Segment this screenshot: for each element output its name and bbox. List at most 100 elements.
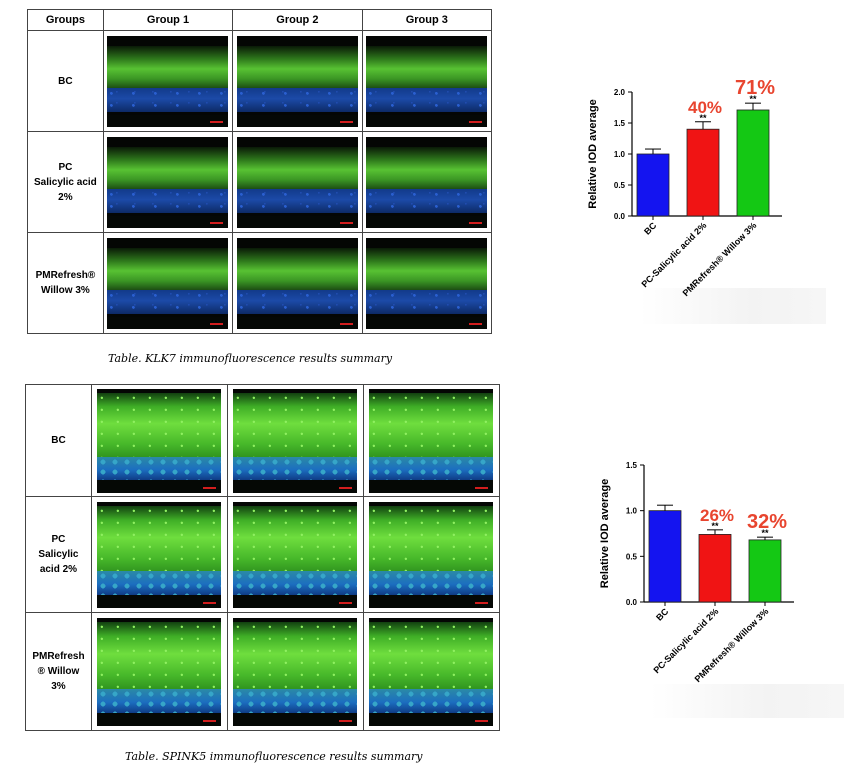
micrograph-cell — [361, 232, 493, 334]
row-label-pc: PC Salicylic acid 2% — [27, 131, 104, 233]
micrograph-image — [236, 136, 358, 228]
y-axis-label: Relative IOD average — [587, 99, 599, 208]
micrograph-image — [369, 617, 494, 726]
scale-bar — [339, 221, 353, 224]
chart-background-fade — [650, 684, 844, 718]
bar — [636, 153, 670, 217]
table-row: BC — [25, 384, 501, 497]
micrograph-image — [97, 501, 222, 608]
row-label-line: BC — [51, 435, 66, 446]
micrograph-cell — [232, 30, 363, 132]
micrograph-image — [107, 237, 229, 329]
row-label-line: Salicylic — [38, 549, 79, 560]
y-tick-label: 0.5 — [614, 181, 626, 190]
scale-bar — [475, 719, 489, 722]
row-label-line: PMRefresh® — [35, 270, 96, 281]
micrograph-image — [369, 501, 494, 608]
micrograph-cell — [226, 612, 364, 731]
y-axis-label: Relative IOD average — [599, 479, 611, 588]
percent-annotation: 26% — [700, 506, 734, 525]
row-label-bc: BC — [25, 384, 92, 497]
header-group-1: Group 1 — [102, 9, 234, 31]
bar — [648, 510, 682, 603]
micrograph-cell — [361, 131, 493, 233]
table-row: PMRefresh ® Willow 3% — [25, 612, 501, 731]
header-groups: Groups — [27, 9, 104, 31]
bar — [698, 534, 732, 603]
micrograph-image — [107, 35, 229, 127]
y-tick-label: 1.5 — [614, 119, 626, 128]
row-label-line: 3% — [51, 681, 66, 692]
micrograph-image — [233, 617, 358, 726]
bar — [736, 109, 770, 217]
klk7-caption: Table. KLK7 immunofluorescence results s… — [108, 352, 393, 365]
y-tick-label: 1.0 — [626, 507, 638, 516]
spink5-caption: Table. SPINK5 immunofluorescence results… — [125, 750, 423, 763]
row-label-line: PC — [51, 534, 66, 545]
chart-background-fade — [640, 288, 826, 324]
y-tick-label: 2.0 — [614, 88, 626, 97]
row-label-pmrefresh: PMRefresh ® Willow 3% — [25, 612, 92, 731]
micrograph-cell — [362, 384, 501, 497]
table-row: BC — [27, 30, 493, 132]
row-label-line: Salicylic acid 2% — [33, 176, 97, 203]
significance-label: ** — [711, 521, 719, 531]
scale-bar — [475, 601, 489, 604]
micrograph-image — [366, 237, 488, 329]
micrograph-cell — [102, 232, 234, 334]
scale-bar — [339, 601, 353, 604]
header-group-3: Group 3 — [361, 9, 493, 31]
row-label-bc: BC — [27, 30, 104, 132]
micrograph-image — [369, 388, 494, 493]
micrograph-image — [97, 617, 222, 726]
micrograph-cell — [232, 232, 363, 334]
scale-bar — [203, 601, 217, 604]
micrograph-cell — [226, 384, 364, 497]
klk7-table: Groups Group 1 Group 2 Group 3 BC PC Sal… — [27, 9, 493, 334]
bar — [748, 539, 782, 603]
scale-bar — [339, 719, 353, 722]
x-tick-label: BC — [642, 220, 659, 237]
spink5-table: BC PC Salicylic acid 2% PMRefresh ® Will… — [25, 384, 501, 731]
scale-bar — [469, 322, 483, 325]
scale-bar — [203, 719, 217, 722]
micrograph-image — [366, 136, 488, 228]
micrograph-cell — [361, 30, 493, 132]
micrograph-cell — [102, 30, 234, 132]
row-label-line: PC — [58, 161, 73, 173]
scale-bar — [339, 322, 353, 325]
scale-bar — [210, 221, 224, 224]
y-tick-label: 1.5 — [626, 461, 638, 470]
y-tick-label: 0.0 — [626, 598, 638, 607]
y-tick-label: 1.0 — [614, 150, 626, 159]
micrograph-cell — [90, 496, 228, 613]
table-row: PMRefresh® Willow 3% — [27, 232, 493, 334]
scale-bar — [469, 221, 483, 224]
significance-label: ** — [699, 113, 707, 123]
klk7-header-row: Groups Group 1 Group 2 Group 3 — [27, 9, 493, 31]
micrograph-cell — [90, 384, 228, 497]
micrograph-image — [107, 136, 229, 228]
bar — [686, 128, 720, 217]
percent-annotation: 71% — [735, 77, 775, 99]
scale-bar — [475, 486, 489, 489]
header-group-2: Group 2 — [232, 9, 363, 31]
scale-bar — [210, 322, 224, 325]
micrograph-cell — [226, 496, 364, 613]
row-label-pmrefresh: PMRefresh® Willow 3% — [27, 232, 104, 334]
y-tick-label: 0.0 — [614, 212, 626, 221]
row-label-line: Willow 3% — [40, 285, 90, 296]
row-label-line: BC — [58, 75, 73, 87]
row-label-line: ® Willow — [37, 666, 80, 677]
significance-label: ** — [749, 94, 757, 104]
x-tick-label: BC — [654, 606, 671, 623]
significance-label: ** — [761, 528, 769, 538]
micrograph-image — [233, 388, 358, 493]
percent-annotation: 32% — [747, 511, 787, 533]
scale-bar — [469, 120, 483, 123]
micrograph-cell — [90, 612, 228, 731]
micrograph-image — [97, 388, 222, 493]
scale-bar — [203, 486, 217, 489]
